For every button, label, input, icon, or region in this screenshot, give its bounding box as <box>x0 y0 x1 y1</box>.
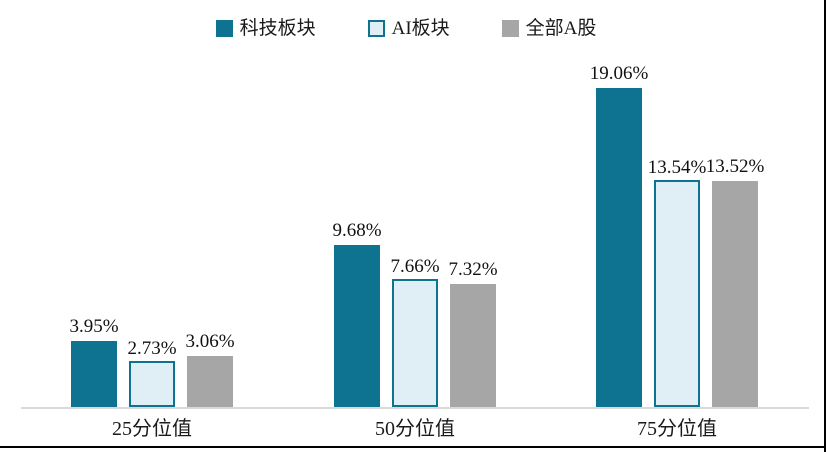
bar-ai-sector-50分位值: 7.66% <box>390 257 440 407</box>
bar-group-1: 3.95% 2.73% 3.06% <box>69 317 235 407</box>
x-axis-line <box>21 407 809 409</box>
bar-value-label: 13.54% <box>647 157 707 178</box>
bar-ai-sector-25分位值: 2.73% <box>127 339 177 407</box>
bar-value-label: 7.32% <box>448 259 498 280</box>
bar-value-label: 3.95% <box>69 316 119 337</box>
legend-item-ai-sector: AI板块 <box>367 18 450 39</box>
bar-value-label: 3.06% <box>185 331 235 352</box>
x-axis-label-3: 75分位值 <box>637 418 717 440</box>
bar-value-label: 13.52% <box>705 156 765 177</box>
bar-all-a-shares-25分位值: 3.06% <box>185 332 235 407</box>
bar-tech-sector-75分位值: 19.06% <box>590 64 648 407</box>
bar-value-label: 7.66% <box>390 256 440 277</box>
x-axis-label-2: 50分位值 <box>375 418 455 440</box>
bar-value-label: 2.73% <box>127 338 177 359</box>
bar-tech-sector-50分位值: 9.68% <box>332 221 382 407</box>
legend-label-ai-sector: AI板块 <box>391 18 450 39</box>
legend-swatch-tech-sector <box>215 20 233 37</box>
bar-all-a-shares-50分位值: 7.32% <box>448 260 498 407</box>
page-border-right <box>824 0 826 452</box>
x-axis-label-1: 25分位值 <box>112 418 192 440</box>
chart-legend: 科技板块 AI板块 全部A股 <box>0 19 812 38</box>
legend-item-all-a-shares: 全部A股 <box>501 18 597 39</box>
bar-group-2: 9.68% 7.66% 7.32% <box>332 221 498 407</box>
legend-label-tech-sector: 科技板块 <box>239 18 316 39</box>
page-border-bottom <box>0 446 826 448</box>
legend-swatch-all-a-shares <box>501 20 519 37</box>
bar-tech-sector-25分位值: 3.95% <box>69 317 119 407</box>
legend-label-all-a-shares: 全部A股 <box>525 18 597 39</box>
legend-swatch-ai-sector <box>367 20 385 37</box>
bar-value-label: 19.06% <box>589 63 649 84</box>
bar-value-label: 9.68% <box>332 220 382 241</box>
bar-group-3: 19.06% 13.54% 13.52% <box>590 64 764 407</box>
bar-all-a-shares-75分位值: 13.52% <box>706 157 764 407</box>
bar-ai-sector-75分位值: 13.54% <box>648 158 706 407</box>
legend-item-tech-sector: 科技板块 <box>215 18 316 39</box>
